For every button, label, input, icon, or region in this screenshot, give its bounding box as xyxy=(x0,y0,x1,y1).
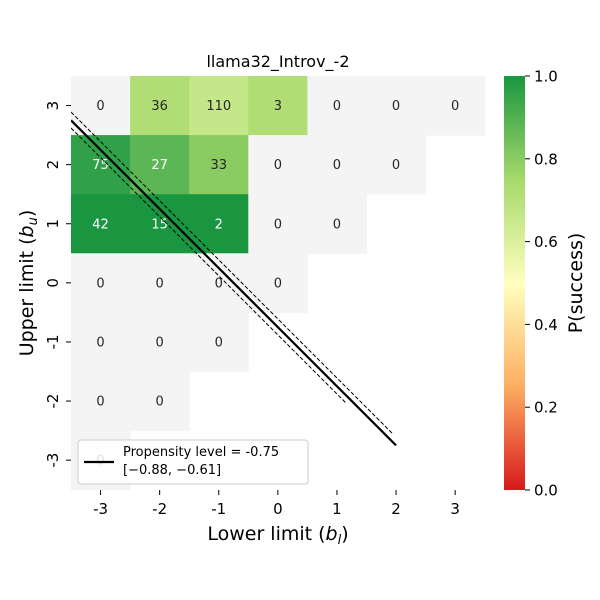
colorbar-tick-label: 0.4 xyxy=(534,316,558,334)
legend-box xyxy=(77,439,309,485)
colorbar-tick-label: 0.2 xyxy=(534,399,558,417)
heatmap-cell xyxy=(71,135,131,195)
ci-line-lower xyxy=(71,127,347,404)
heatmap-cell xyxy=(71,194,131,254)
cell-count-label: 0 xyxy=(274,276,282,291)
legend-label-level: Propensity level = -0.75 xyxy=(123,445,279,460)
heatmap-cell xyxy=(130,371,190,432)
cell-count-label: 33 xyxy=(210,158,227,173)
heatmap-cell xyxy=(307,194,367,254)
y-tick-label: -1 xyxy=(44,334,62,349)
colorbar: 0.0 0.2 0.4 0.6 0.8 1.0 P(success) xyxy=(504,68,587,500)
x-tick-label: 0 xyxy=(273,500,283,518)
cell-count-label: 0 xyxy=(333,99,341,114)
x-tick-label: -3 xyxy=(93,500,108,518)
chart-title: llama32_Introv_-2 xyxy=(206,52,349,72)
heatmap-cell xyxy=(71,312,131,372)
heatmap-cell xyxy=(71,253,131,313)
heatmap-cell xyxy=(189,253,249,313)
propensity-line xyxy=(71,119,397,447)
cell-count-label: 110 xyxy=(206,99,231,114)
heatmap-cell xyxy=(189,135,249,195)
cell-count-label: 2 xyxy=(215,217,223,232)
cell-count-label: 0 xyxy=(96,395,104,410)
cell-count-label: 0 xyxy=(392,158,400,173)
heatmap-cell xyxy=(366,76,427,136)
heatmap-cell xyxy=(425,76,486,136)
heatmap-cell xyxy=(189,312,249,372)
y-axis-label: Upper limit (bu) xyxy=(16,210,41,357)
heatmap-cell xyxy=(307,135,367,195)
cell-count-label: 0 xyxy=(156,335,164,350)
heatmap-cell xyxy=(71,371,131,432)
y-tick-label: 0 xyxy=(44,278,62,288)
cell-count-label: 0 xyxy=(215,335,223,350)
x-tick-label: 1 xyxy=(332,500,342,518)
colorbar-tick-label: 0.8 xyxy=(534,150,558,168)
cell-count-label: 0 xyxy=(333,217,341,232)
cell-count-label: 0 xyxy=(156,276,164,291)
heatmap-cell xyxy=(248,253,308,313)
y-tick-label: -3 xyxy=(44,453,62,468)
cell-count-label: 15 xyxy=(151,217,168,232)
y-axis-ticks: 3 2 1 0 -1 -2 -3 xyxy=(44,101,71,468)
cell-count-label: 0 xyxy=(392,99,400,114)
cell-count-label: 0 xyxy=(274,158,282,173)
heatmap-cell xyxy=(130,76,190,136)
legend-label-ci: [−0.88, −0.61] xyxy=(123,463,221,478)
heatmap-cells: 036110300075273300042152000000000000 xyxy=(71,76,486,491)
propensity-lines xyxy=(71,111,397,447)
colorbar-ticks: 0.0 0.2 0.4 0.6 0.8 1.0 xyxy=(525,68,558,500)
x-tick-label: 3 xyxy=(450,500,460,518)
legend: Propensity level = -0.75 [−0.88, −0.61] xyxy=(77,439,309,485)
heatmap-cell xyxy=(189,194,249,254)
y-tick-label: -2 xyxy=(44,394,62,409)
x-tick-label: -2 xyxy=(152,500,167,518)
cell-count-label: 36 xyxy=(151,99,168,114)
cell-count-label: 0 xyxy=(156,395,164,410)
heatmap-cell xyxy=(71,76,131,136)
cell-count-label: 42 xyxy=(92,217,109,232)
x-tick-label: -1 xyxy=(211,500,226,518)
colorbar-label: P(success) xyxy=(565,233,587,334)
y-tick-label: 2 xyxy=(44,160,62,170)
heatmap-cell xyxy=(366,135,427,195)
colorbar-gradient xyxy=(504,76,525,490)
colorbar-tick-label: 0.6 xyxy=(534,233,558,251)
colorbar-tick-label: 1.0 xyxy=(534,68,558,86)
heatmap-cell xyxy=(307,76,367,136)
cell-count-label: 0 xyxy=(96,335,104,350)
cell-count-label: 0 xyxy=(274,217,282,232)
cell-count-label: 0 xyxy=(333,158,341,173)
heatmap-cell xyxy=(248,194,308,254)
heatmap-cell xyxy=(248,76,308,136)
heatmap-cell xyxy=(130,312,190,372)
ci-line-upper xyxy=(71,111,394,435)
cell-count-label: 0 xyxy=(96,276,104,291)
x-axis-ticks: -3 -2 -1 0 1 2 3 xyxy=(93,490,460,518)
cell-count-label: 3 xyxy=(274,99,282,114)
x-tick-label: 2 xyxy=(391,500,401,518)
colorbar-tick-label: 0.0 xyxy=(534,482,558,500)
y-tick-label: 1 xyxy=(44,219,62,229)
cell-count-label: 0 xyxy=(215,276,223,291)
cell-count-label: 27 xyxy=(151,158,168,173)
x-axis-label: Lower limit (bl) xyxy=(207,523,348,548)
cell-count-label: 75 xyxy=(92,158,109,173)
y-tick-label: 3 xyxy=(44,101,62,111)
cell-count-label: 0 xyxy=(451,99,459,114)
heatmap-cell xyxy=(130,253,190,313)
heatmap-cell xyxy=(189,76,249,136)
heatmap-cell xyxy=(130,135,190,195)
heatmap-cell xyxy=(130,194,190,254)
heatmap-cell xyxy=(248,135,308,195)
cell-count-label: 0 xyxy=(96,99,104,114)
